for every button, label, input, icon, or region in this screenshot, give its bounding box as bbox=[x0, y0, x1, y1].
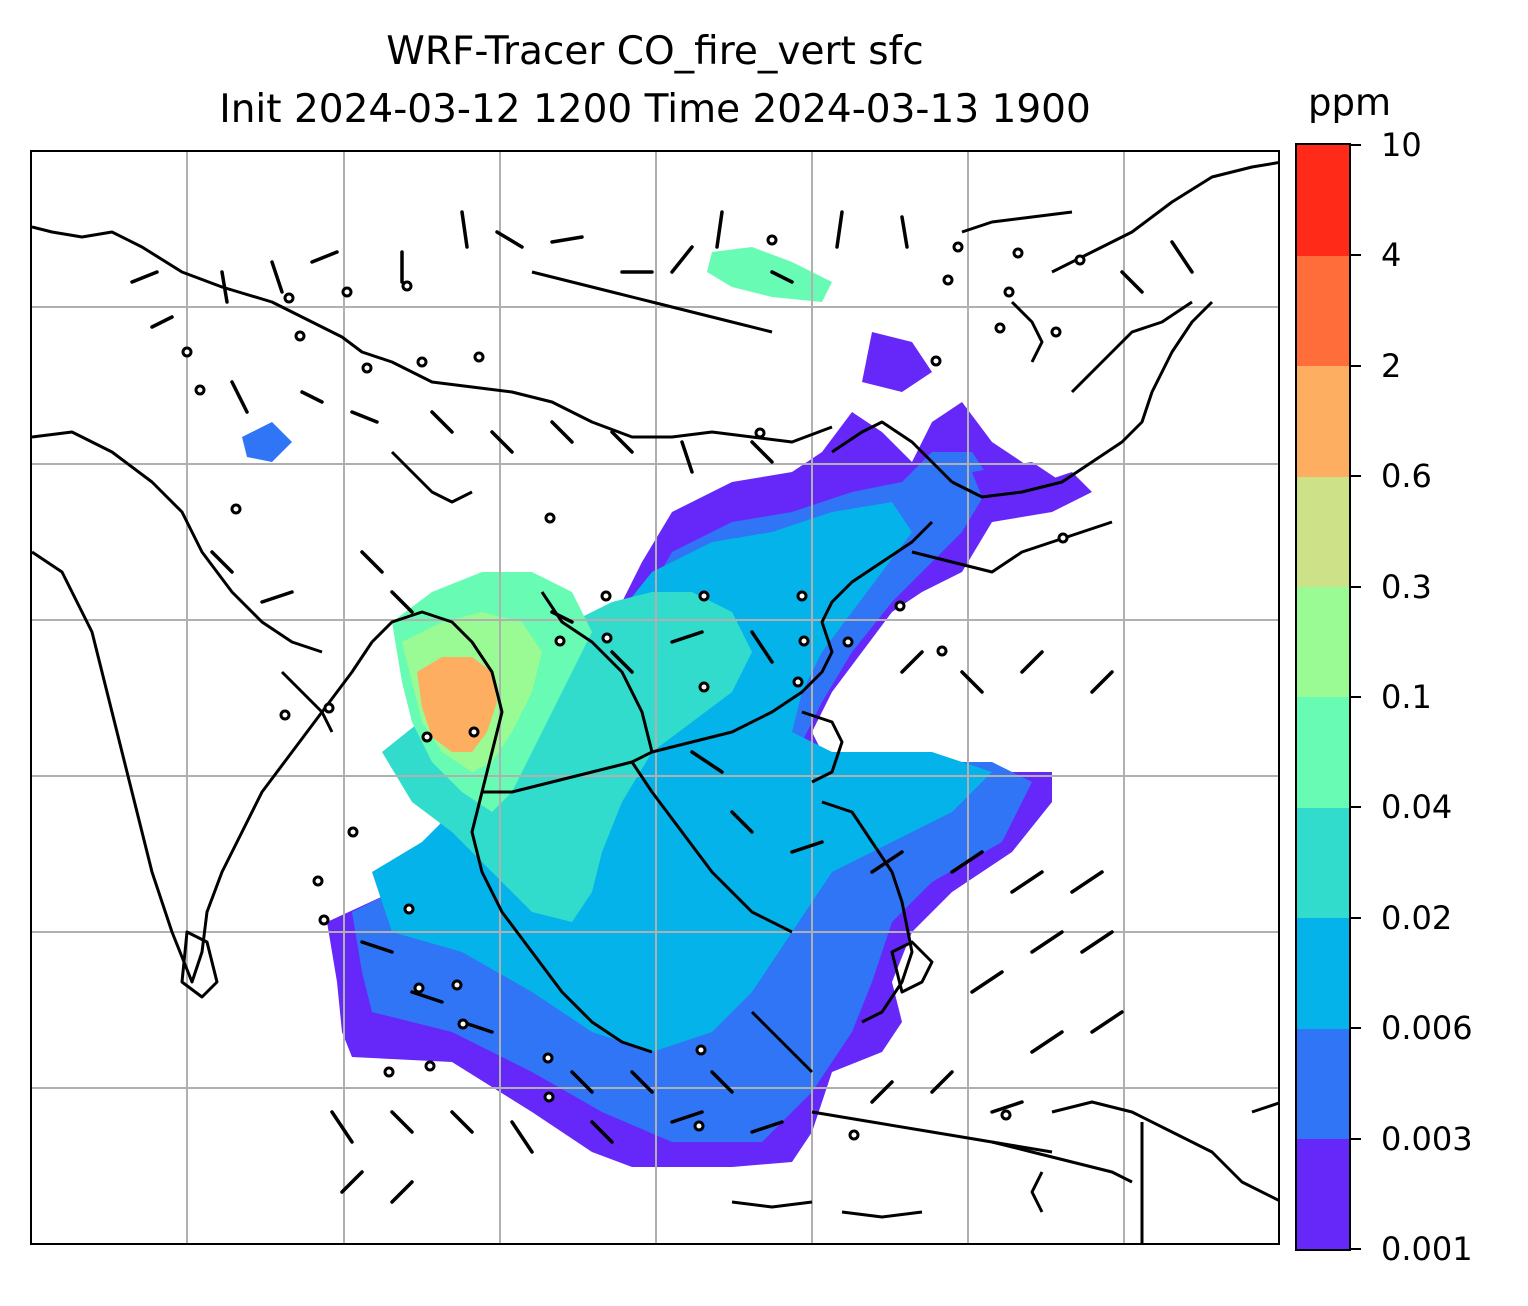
colorbar-tick-label: 0.1 bbox=[1381, 678, 1432, 716]
colorbar-tick bbox=[1351, 364, 1361, 367]
coastlines bbox=[32, 161, 1278, 1243]
colorbar-tick-label: 4 bbox=[1381, 236, 1402, 275]
colorbar-units-label: ppm bbox=[1308, 81, 1392, 124]
colorbar-tick bbox=[1351, 1248, 1361, 1250]
gridlines bbox=[32, 152, 1278, 1243]
colorbar-tick bbox=[1351, 254, 1361, 257]
map-panel bbox=[30, 150, 1280, 1245]
colorbar-segment bbox=[1297, 807, 1349, 919]
colorbar-segment bbox=[1297, 1028, 1349, 1140]
colorbar-segment bbox=[1297, 1138, 1349, 1250]
plot-title-line-2: Init 2024-03-12 1200 Time 2024-03-13 190… bbox=[219, 87, 1091, 132]
tracer-plume-north bbox=[707, 247, 832, 302]
colorbar-tick-label: 0.02 bbox=[1381, 898, 1453, 937]
colorbar-segment bbox=[1297, 365, 1349, 477]
plot-title-line-1: WRF-Tracer CO_fire_vert sfc bbox=[386, 29, 924, 74]
colorbar-tick-label: 2 bbox=[1381, 346, 1402, 385]
colorbar-segment bbox=[1297, 255, 1349, 367]
wind-barbs bbox=[130, 210, 1194, 1204]
colorbar-tick-label: 0.3 bbox=[1381, 567, 1432, 606]
colorbar-tick-label: 0.006 bbox=[1381, 1009, 1473, 1048]
colorbar-tick-label: 10 bbox=[1381, 126, 1422, 164]
colorbar-segment bbox=[1297, 476, 1349, 588]
calm-wind-markers bbox=[181, 234, 1086, 1141]
colorbar-segment bbox=[1297, 917, 1349, 1029]
colorbar-tick bbox=[1351, 144, 1361, 146]
colorbar-tick bbox=[1351, 475, 1361, 478]
colorbar bbox=[1295, 143, 1351, 1251]
colorbar-tick-label: 0.003 bbox=[1381, 1119, 1473, 1158]
colorbar-tick bbox=[1351, 806, 1361, 809]
colorbar-tick bbox=[1351, 1137, 1361, 1140]
colorbar-tick bbox=[1351, 916, 1361, 919]
colorbar-tick-label: 0.6 bbox=[1381, 457, 1432, 496]
colorbar-tick bbox=[1351, 585, 1361, 588]
colorbar-segment bbox=[1297, 145, 1349, 256]
tracer-plume-west bbox=[242, 422, 292, 462]
colorbar-segment bbox=[1297, 697, 1349, 808]
colorbar-tick bbox=[1351, 1027, 1361, 1030]
colorbar-tick-label: 0.001 bbox=[1381, 1230, 1473, 1268]
colorbar-tick-label: 0.04 bbox=[1381, 788, 1453, 827]
tracer-field bbox=[242, 247, 1092, 1167]
colorbar-segment bbox=[1297, 586, 1349, 698]
tracer-plume-north-2 bbox=[862, 332, 932, 392]
map-canvas bbox=[32, 152, 1278, 1243]
colorbar-tick bbox=[1351, 696, 1361, 698]
